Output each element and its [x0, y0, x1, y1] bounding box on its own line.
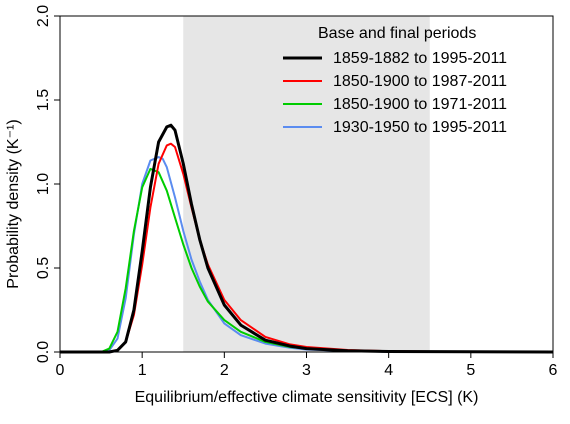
x-tick-label: 6: [549, 362, 558, 379]
x-tick-label: 2: [220, 362, 229, 379]
y-tick-label: 0.0: [35, 341, 52, 363]
legend-label: 1859-1882 to 1995-2011: [333, 50, 507, 67]
x-tick-label: 0: [56, 362, 65, 379]
x-tick-label: 4: [384, 362, 393, 379]
y-tick-label: 2.0: [35, 5, 52, 27]
x-axis-title: Equilibrium/effective climate sensitivit…: [135, 389, 479, 406]
x-tick-label: 1: [138, 362, 147, 379]
y-axis-title: Probability density (K⁻¹): [5, 119, 22, 288]
x-tick-label: 5: [466, 362, 475, 379]
y-tick-label: 1.5: [35, 89, 52, 111]
x-axis: 0 1 2 3 4 5 6: [56, 352, 558, 379]
legend-title: Base and final periods: [318, 25, 476, 42]
x-tick-label: 3: [302, 362, 311, 379]
y-tick-label: 1.0: [35, 173, 52, 195]
legend: Base and final periods 1859-1882 to 1995…: [283, 25, 507, 136]
series-layer: [60, 123, 554, 354]
series-line-0: [60, 123, 554, 354]
legend-label: 1850-1900 to 1971-2011: [333, 96, 507, 113]
shaded-range: [183, 16, 430, 352]
y-tick-label: 0.5: [35, 257, 52, 279]
y-axis: 0.0 0.5 1.0 1.5 2.0: [35, 5, 60, 363]
legend-label: 1850-1900 to 1987-2011: [333, 73, 507, 90]
legend-label: 1930-1950 to 1995-2011: [333, 119, 507, 136]
